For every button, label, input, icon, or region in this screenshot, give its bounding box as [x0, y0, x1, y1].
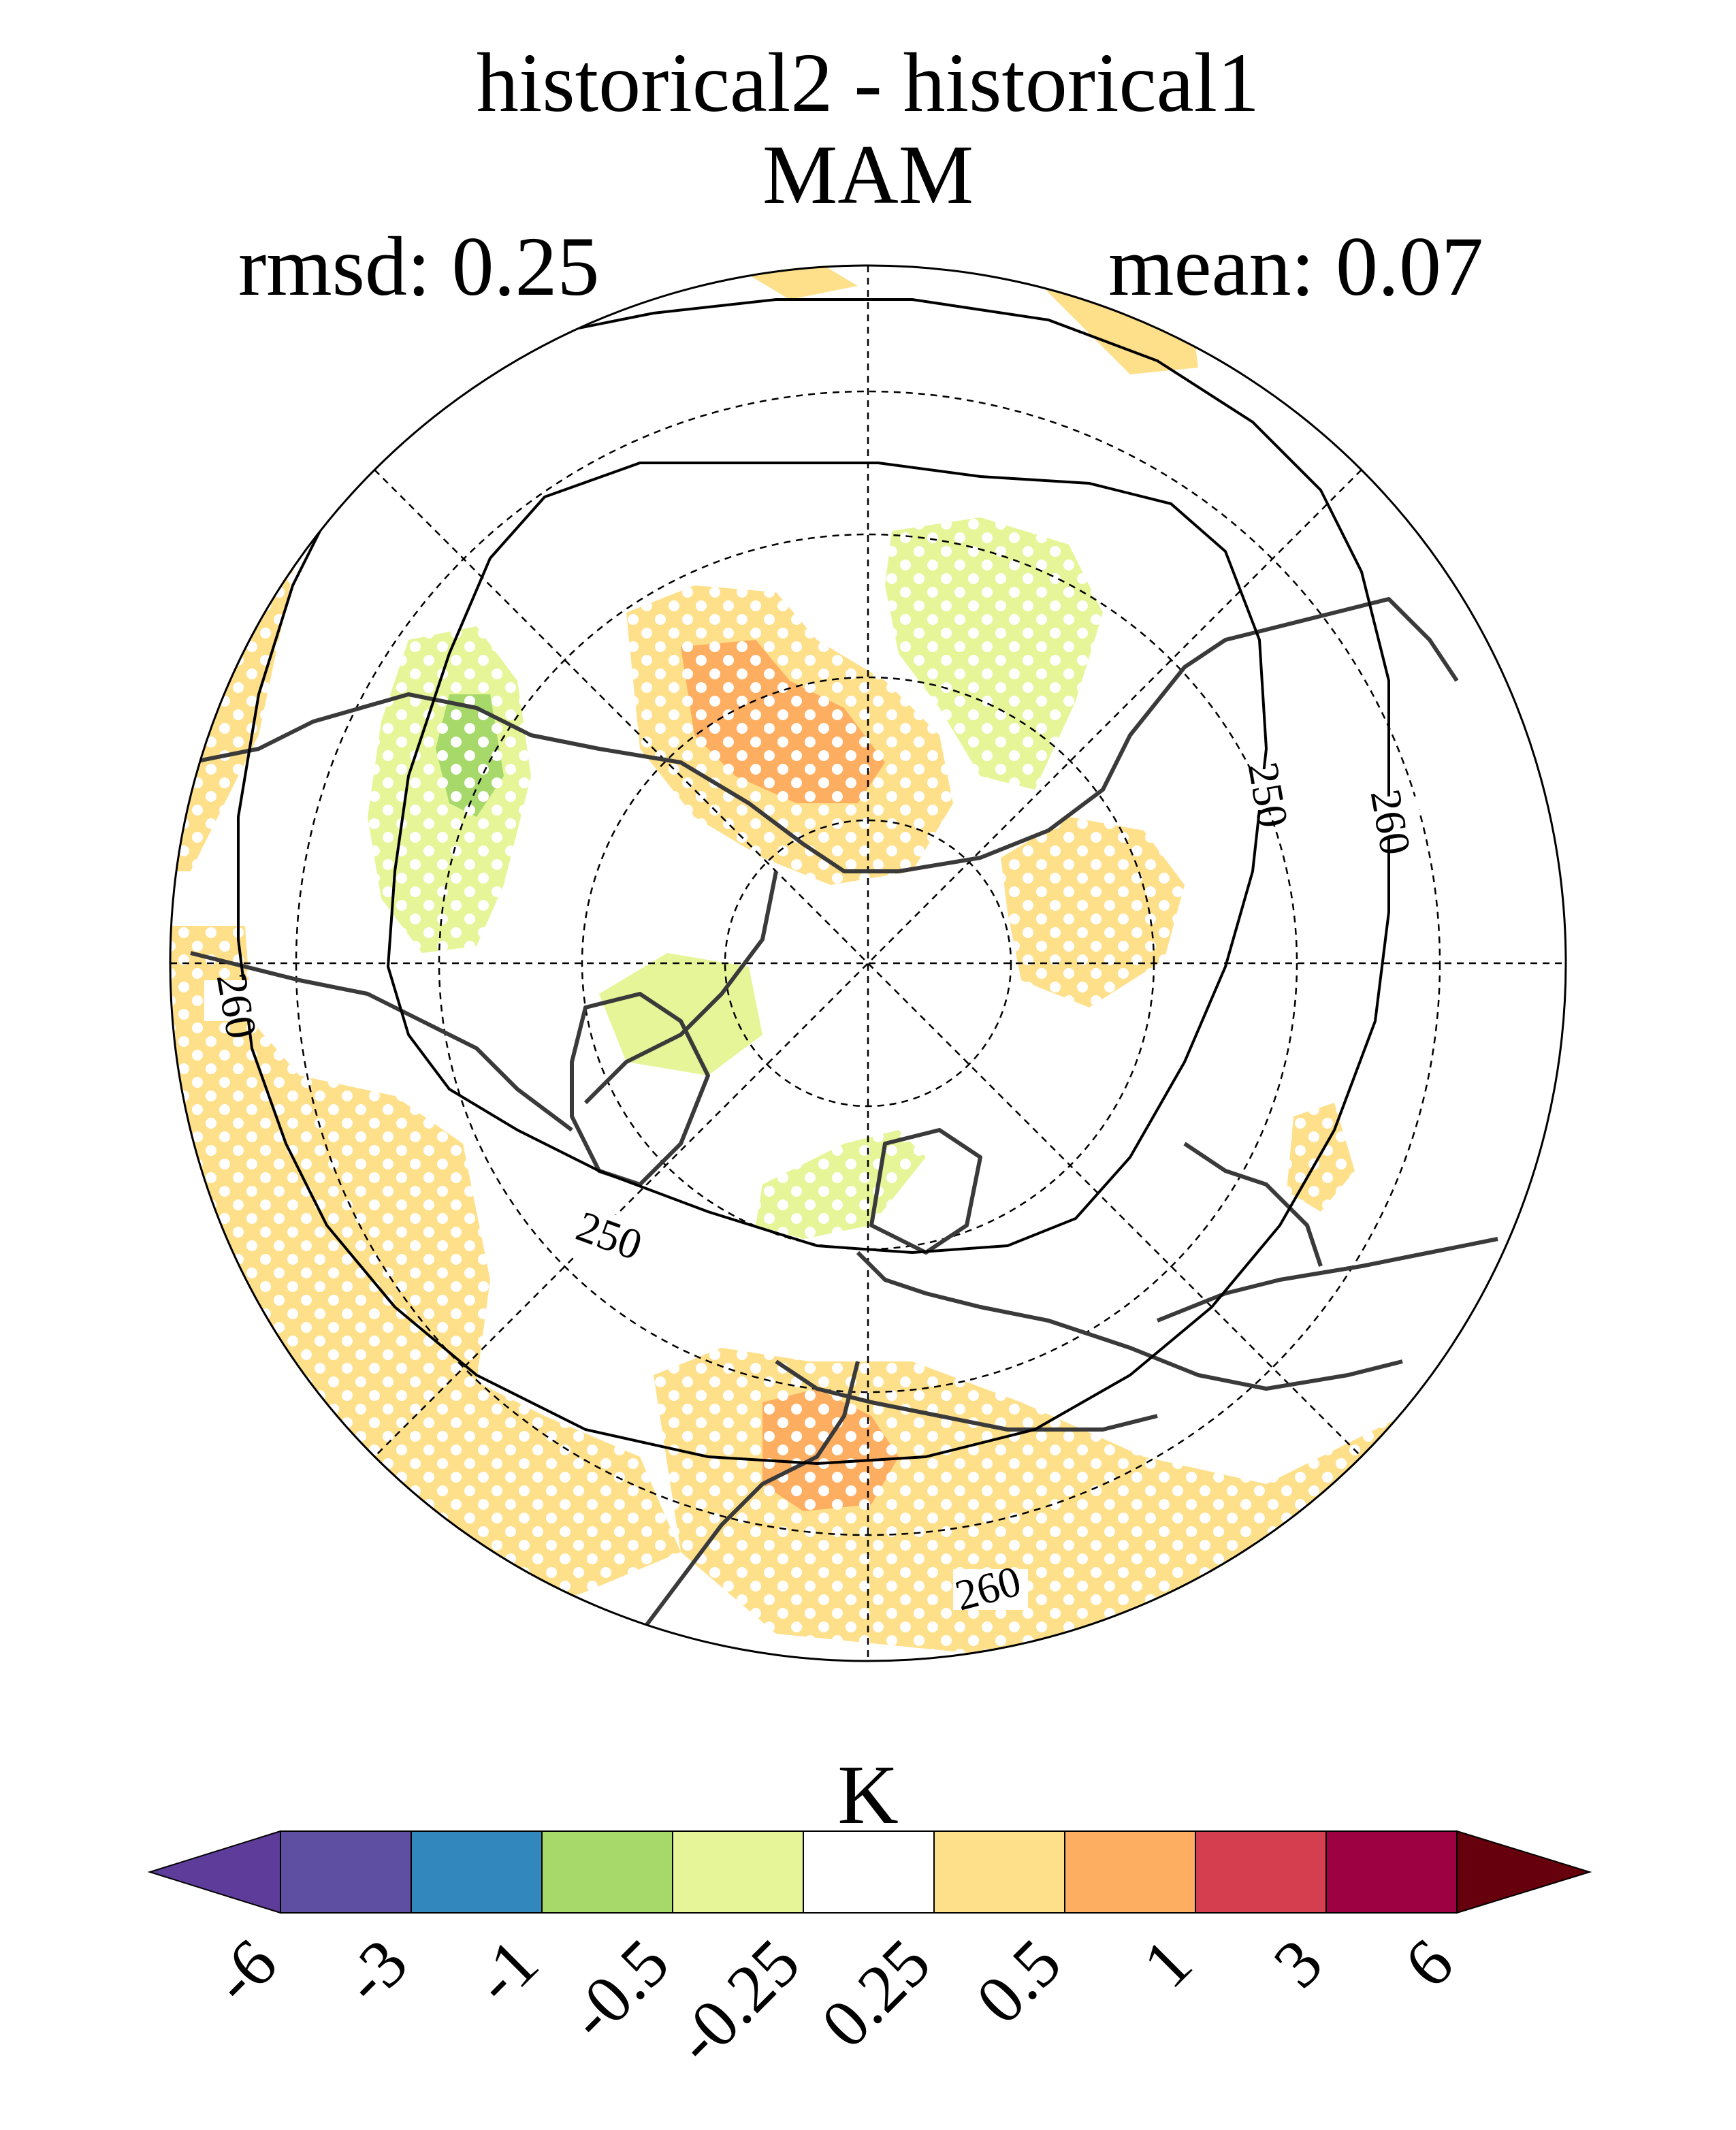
colorbar-extend-high [1456, 1830, 1592, 1914]
colorbar-box [1325, 1830, 1458, 1914]
colorbar-tick-label: -6 [197, 1924, 291, 2018]
map-boundary [169, 264, 1567, 1662]
colorbar-box [1195, 1830, 1327, 1914]
colorbar-tick-label: 1 [1129, 1924, 1206, 2002]
colorbar-extend-low [147, 1830, 281, 1914]
coastlines [190, 597, 1498, 1635]
colorbar-box [280, 1830, 412, 1914]
mean-label: mean: 0.07 [1108, 220, 1483, 313]
title: historical2 - historical1 [476, 36, 1260, 129]
colorbar-box [803, 1830, 935, 1914]
colorbar-unit: K [837, 1748, 899, 1841]
colorbar-box [933, 1830, 1065, 1914]
anomaly-region-north [722, 265, 858, 300]
contour-250 [386, 462, 1268, 1255]
colorbar-box [1064, 1830, 1196, 1914]
rmsd-label: rmsd: 0.25 [238, 220, 600, 313]
colorbar-tick-label: 6 [1390, 1924, 1468, 2002]
colorbar-tick-label: 0.5 [962, 1924, 1076, 2038]
contour-label-3: 260 [208, 969, 267, 1042]
season-label: MAM [762, 128, 974, 221]
colorbar-tick-label: -3 [328, 1924, 421, 2018]
colorbar-tick-label: -1 [459, 1924, 552, 2018]
anomaly-region-arctic [599, 953, 762, 1076]
colorbar-tick-label: -0.25 [660, 1924, 814, 2078]
colorbar-tick-label: 0.25 [807, 1924, 944, 2062]
graticule [170, 265, 1566, 1661]
polar-map: 250 260 260 250 260 [169, 264, 1567, 1662]
colorbar: K -6 -3 -1 -0.5-0.250.25 0.5 1 3 6 [147, 1748, 1592, 2078]
colorbar-box [541, 1830, 673, 1914]
colorbar-box [672, 1830, 804, 1914]
contour-label-2: 260 [1362, 786, 1421, 858]
colorbar-box [411, 1830, 543, 1914]
colorbar-tick-label: 3 [1259, 1924, 1337, 2002]
contour-label-1: 250 [1239, 758, 1298, 831]
colorbar-tick-label: -0.5 [553, 1924, 683, 2054]
